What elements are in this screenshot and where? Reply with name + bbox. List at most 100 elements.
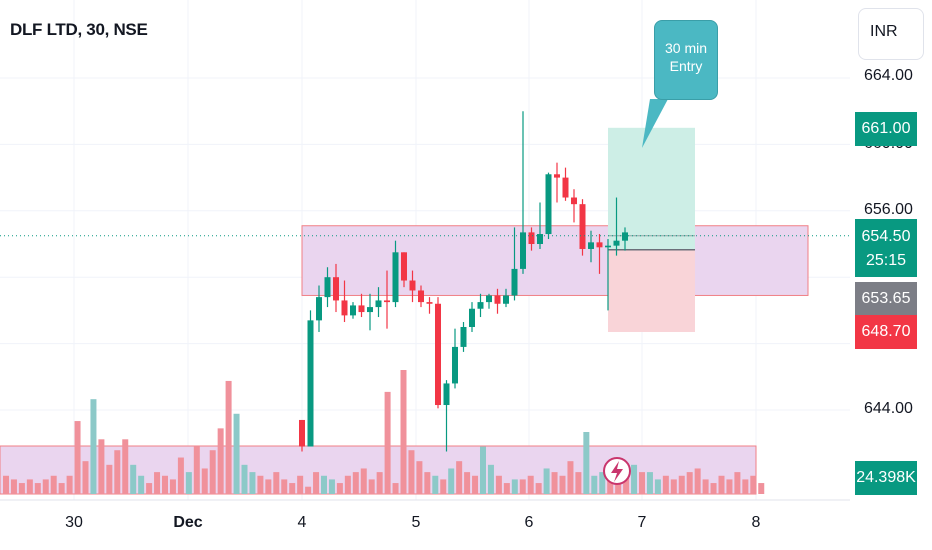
last-price: 654.50 (861, 228, 911, 245)
y-tick-644: 644.00 (864, 400, 913, 417)
candle-body (605, 245, 611, 248)
volume-bar (480, 446, 486, 494)
volume-bar (336, 483, 343, 494)
volume-bar (169, 479, 176, 494)
entry-callout[interactable]: 30 min Entry (654, 20, 718, 100)
volume-bar (273, 472, 280, 494)
callout-line-1: 30 min (664, 40, 708, 56)
volume-bar (42, 479, 49, 494)
volume-bar (3, 475, 9, 494)
volume-bar (384, 391, 391, 494)
candle-body (469, 308, 475, 327)
candle-body (358, 305, 365, 313)
volume-bar (495, 475, 502, 494)
candle-body (307, 320, 314, 447)
volume-bar (313, 472, 320, 494)
candle-body (554, 174, 560, 178)
volume-bar (209, 450, 216, 494)
candle-body (545, 174, 552, 235)
volume-bar (225, 380, 232, 494)
volume-bar (654, 479, 661, 494)
volume-bar (726, 479, 733, 494)
volume-bar (162, 475, 168, 494)
callout-line-2: Entry (669, 58, 703, 74)
volume-bar (567, 461, 574, 494)
entry-price-badge: 653.65 (855, 282, 917, 316)
volume-bar (297, 475, 304, 494)
volume-bar (146, 483, 153, 494)
candle-body (350, 305, 356, 316)
candle-body (435, 303, 441, 406)
volume-bar (344, 475, 351, 494)
x-tick-dec: Dec (173, 514, 203, 531)
volume-bar (18, 483, 25, 494)
candle-body (443, 383, 450, 406)
volume-bar (678, 475, 685, 494)
volume-bar (10, 479, 17, 494)
bar-countdown: 25:15 (865, 252, 907, 269)
candle-body (596, 242, 603, 248)
candle-body (460, 327, 467, 347)
x-tick-5: 5 (411, 514, 421, 531)
candle-body (418, 290, 424, 303)
volume-bar (130, 464, 137, 494)
volume-bar (456, 461, 463, 494)
volume-bar (400, 370, 407, 494)
x-tick-8: 8 (751, 514, 761, 531)
volume-bar (472, 475, 479, 494)
volume-bar (82, 461, 89, 494)
stop-price-badge: 648.70 (855, 315, 917, 349)
volume-bar (66, 475, 73, 494)
candle-body (562, 177, 569, 198)
volume-bar (305, 486, 312, 494)
candle-body (333, 277, 339, 301)
volume-bar (575, 472, 582, 494)
support-zone (301, 225, 809, 296)
volume-bar (424, 472, 431, 494)
volume-bar (694, 468, 701, 494)
candle-body (409, 280, 416, 291)
volume-bar (686, 472, 693, 494)
volume-bar (233, 413, 240, 494)
y-tick-656: 656.00 (864, 201, 913, 218)
volume-bar (639, 472, 645, 494)
volume-bar (74, 421, 81, 494)
candle-body (494, 295, 501, 304)
volume-bar (662, 475, 669, 494)
volume-bar (106, 464, 113, 494)
volume-bar (551, 472, 558, 494)
x-tick-6: 6 (524, 514, 534, 531)
last-price-badge: 654.50 25:15 (855, 219, 917, 277)
volume-bar (281, 479, 288, 494)
volume-bar (511, 479, 518, 494)
volume-bar (599, 472, 606, 494)
volume-bar (591, 475, 598, 494)
volume-bar (519, 479, 526, 494)
candle-body (477, 302, 484, 309)
volume-bar (487, 464, 494, 494)
volume-bar (368, 479, 375, 494)
volume-bar (432, 475, 439, 494)
currency-selector[interactable]: INR (858, 8, 924, 60)
target-price-badge: 661.00 (855, 112, 917, 146)
volume-bar (535, 483, 542, 494)
volume-bar (702, 479, 709, 494)
volume-bar (416, 461, 423, 494)
volume-bar (750, 475, 757, 494)
volume-bar (742, 479, 749, 494)
volume-bar (646, 472, 653, 494)
callout-pointer (642, 99, 668, 148)
candle-body (622, 232, 628, 241)
volume-bar (217, 428, 224, 494)
candle-body (426, 302, 433, 304)
candle-body (341, 300, 348, 316)
stop-zone (608, 249, 695, 332)
x-tick-4: 4 (297, 514, 307, 531)
volume-bar (58, 483, 65, 494)
volume-bar (392, 483, 399, 494)
x-tick-30: 30 (65, 514, 83, 531)
y-tick-664: 664.00 (864, 67, 913, 84)
volume-bar (758, 483, 765, 494)
candle-body (537, 234, 543, 244)
